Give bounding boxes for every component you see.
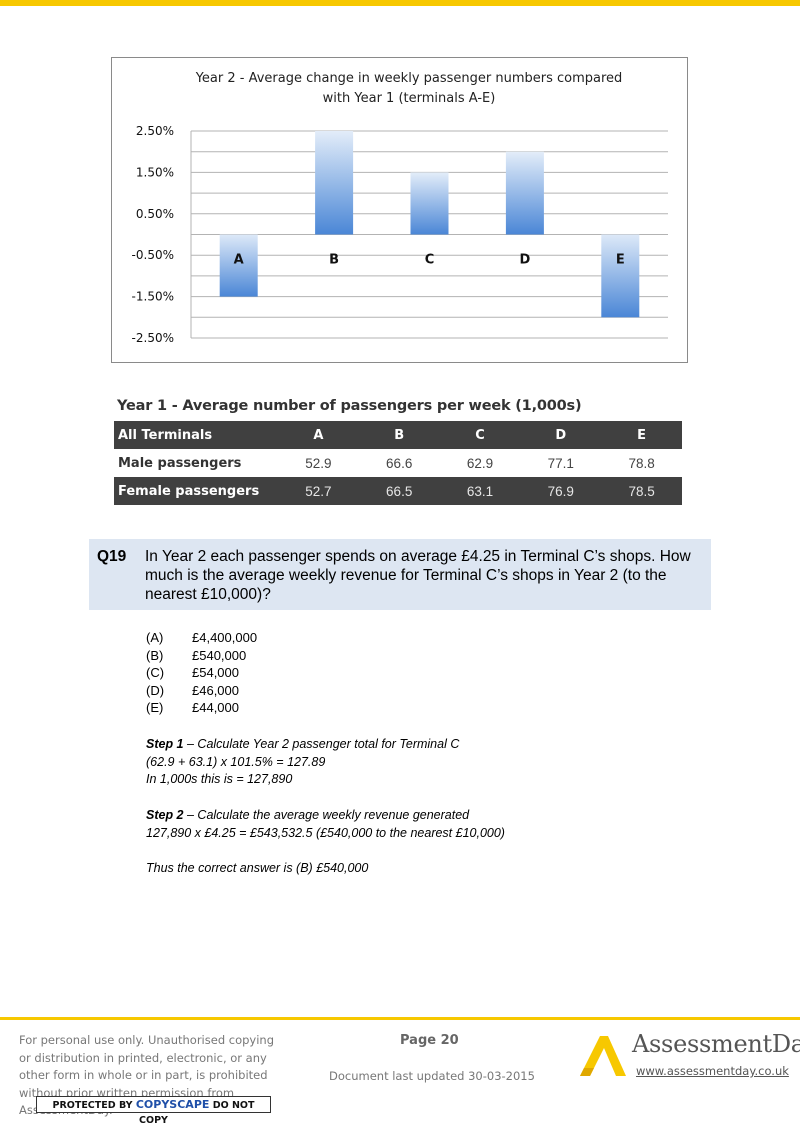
copyscape-brand: COPYSCAPE <box>135 1098 210 1111</box>
question-box: Q19 In Year 2 each passenger spends on a… <box>89 539 711 610</box>
header-cell: C <box>475 427 485 443</box>
brand-url[interactable]: www.assessmentday.co.uk <box>636 1064 789 1078</box>
option-letter: (C) <box>146 665 165 681</box>
option-a: (A) £4,400,000 <box>146 629 257 647</box>
last-updated: Document last updated 30-03-2015 <box>329 1069 535 1083</box>
passenger-table: All Terminals A B C D E Male passengers … <box>114 421 682 505</box>
step-2-title: – Calculate the average weekly revenue g… <box>183 808 470 822</box>
chart-title-line-2: with Year 1 (terminals A-E) <box>323 91 496 106</box>
row-label: Female passengers <box>118 483 260 499</box>
option-value: £540,000 <box>192 647 247 663</box>
y-tick-label: 2.50% <box>136 124 174 138</box>
option-d: (D) £46,000 <box>146 682 257 700</box>
table-cell: 62.9 <box>466 455 494 471</box>
page-number: Page 20 <box>400 1033 459 1048</box>
bar-b <box>315 131 354 235</box>
y-tick-label: 0.50% <box>136 207 174 221</box>
header-cell: E <box>637 427 647 443</box>
question-number: Q19 <box>97 548 127 565</box>
step-1-title: – Calculate Year 2 passenger total for T… <box>183 737 460 751</box>
copyscape-pre: PROTECTED BY <box>52 1100 136 1111</box>
table-title: Year 1 - Average number of passengers pe… <box>117 398 582 414</box>
option-e: (E) £44,000 <box>146 699 257 717</box>
option-value: £46,000 <box>192 682 239 698</box>
option-value: £4,400,000 <box>192 630 258 645</box>
table-cell: 66.5 <box>386 483 413 499</box>
table-row: Female passengers 52.7 66.5 63.1 76.9 78… <box>114 477 682 505</box>
table-cell: 78.8 <box>628 455 655 471</box>
option-value: £44,000 <box>192 700 239 716</box>
answer-options: (A) £4,400,000 (B) £540,000 (C) £54,000 (D)… <box>146 629 257 717</box>
bar-c <box>410 172 449 235</box>
table-cell: 52.7 <box>305 483 332 499</box>
footer-accent-line <box>0 1017 800 1020</box>
chart-canvas: Year 2 - Average change in weekly passen… <box>132 71 668 345</box>
option-c: (C) £54,000 <box>146 664 257 682</box>
category-label: B <box>329 253 339 268</box>
copyscape-post: DO NOT COPY <box>139 1100 255 1126</box>
copyscape-badge: PROTECTED BY COPYSCAPE DO NOT COPY <box>36 1096 271 1126</box>
option-letter: (B) <box>146 647 164 663</box>
option-letter: (D) <box>146 682 165 698</box>
option-b: (B) £540,000 <box>146 647 257 665</box>
chart-title-line-1: Year 2 - Average change in weekly passen… <box>195 71 623 86</box>
step-1-label: Step 1 <box>146 737 184 751</box>
category-label: E <box>616 253 625 268</box>
option-letter: (A) <box>146 630 164 645</box>
y-tick-label: -2.50% <box>132 331 174 345</box>
bar-a <box>219 234 258 297</box>
table-header-row: All Terminals A B C D E <box>114 421 682 449</box>
category-label: A <box>234 253 244 268</box>
solution-conclusion: Thus the correct answer is (B) £540,000 <box>146 861 369 875</box>
question-text: In Year 2 each passenger spends on avera… <box>145 548 691 603</box>
table-cell: 66.6 <box>386 455 413 471</box>
table-row: Male passengers 52.9 66.6 62.9 77.1 78.8 <box>114 449 682 477</box>
table-cell: 78.5 <box>628 483 655 499</box>
step-1-line-2: In 1,000s this is = 127,890 <box>146 772 293 786</box>
bar-d <box>505 151 544 235</box>
category-label: C <box>425 253 435 268</box>
header-cell: All Terminals <box>118 427 213 443</box>
solution-step-2: Step 2 – Calculate the average weekly re… <box>146 807 505 842</box>
table-cell: 63.1 <box>466 483 494 499</box>
table-cell: 52.9 <box>305 455 332 471</box>
y-tick-label: -1.50% <box>132 290 174 304</box>
top-accent-bar <box>0 0 800 6</box>
row-label: Male passengers <box>118 455 242 471</box>
step-2-label: Step 2 <box>146 808 184 822</box>
table-cell: 76.9 <box>547 483 574 499</box>
brand-name: AssessmentDay <box>632 1030 800 1058</box>
bar-e <box>601 234 640 318</box>
y-tick-label: -0.50% <box>132 248 174 262</box>
table-cell: 77.1 <box>547 455 574 471</box>
y-tick-label: 1.50% <box>136 165 174 179</box>
option-letter: (E) <box>146 700 164 716</box>
bar-chart: Year 2 - Average change in weekly passen… <box>111 57 688 363</box>
header-cell: B <box>394 427 405 443</box>
step-2-line-1: 127,890 x £4.25 = £543,532.5 (£540,000 t… <box>146 825 505 840</box>
header-cell: A <box>313 427 324 443</box>
step-1-line-1: (62.9 + 63.1) x 101.5% = 127.89 <box>146 754 326 769</box>
assessmentday-logo-icon <box>580 1036 626 1076</box>
option-value: £54,000 <box>192 665 239 681</box>
category-label: D <box>520 253 531 268</box>
header-cell: D <box>555 427 567 443</box>
solution-step-1: Step 1 – Calculate Year 2 passenger tota… <box>146 736 459 789</box>
